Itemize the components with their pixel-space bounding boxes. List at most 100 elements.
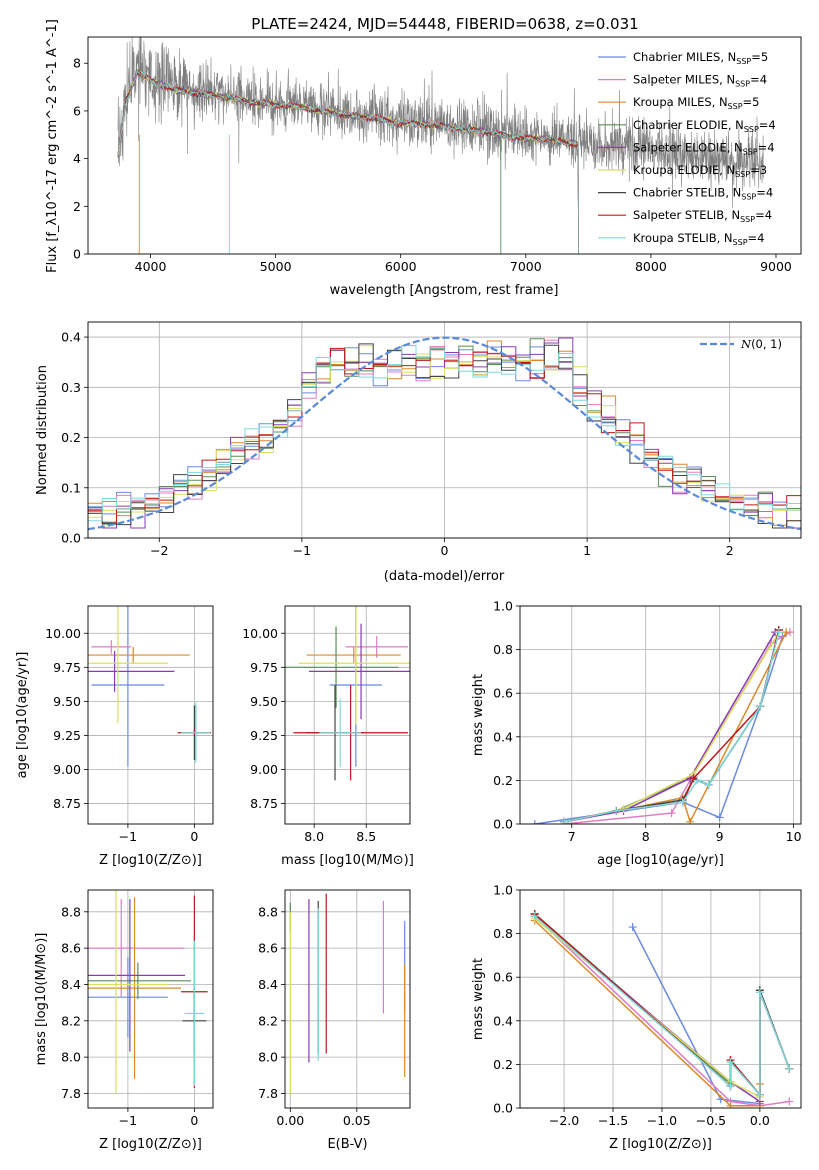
plot-area [530, 625, 794, 824]
y-tick-label: 9.50 [250, 694, 278, 709]
weight-marker-kroupa_stelib [612, 806, 621, 815]
weight-line-salpeter_miles [534, 915, 790, 1107]
y-tick-label: 9.00 [250, 762, 278, 777]
x-tick-label: 6000 [385, 259, 417, 274]
legend-label-count: =4 [758, 140, 775, 154]
model-spectrum-salpeter_stelib [117, 69, 579, 254]
age_vs_mass-x-label: mass [log10(M/M⊙)] [281, 853, 414, 868]
weight-marker-kroupa_stelib [785, 1064, 794, 1073]
y-tick-label: 0.0 [493, 817, 513, 832]
weight-line-kroupa_stelib [534, 915, 790, 1097]
y-tick-label: 8.8 [61, 904, 81, 919]
panel-age_vs_Z: −1 0 8.75 9.00 9.25 9.50 9.75 10.00 [45, 605, 214, 844]
x-tick-label: 7 [568, 829, 576, 844]
y-tick-label: 8 [73, 56, 81, 71]
panel-residuals: −2 −1 0 1 2 0.0 0.1 0.2 0.3 0.4 [61, 321, 802, 558]
y-tick-label: 8.6 [61, 941, 81, 956]
y-tick-label: 0.4 [493, 729, 513, 744]
normal-legend-params: (0, 1) [751, 337, 782, 351]
legend-label-count: =4 [748, 231, 765, 245]
y-tick-label: 0.6 [493, 686, 513, 701]
x-tick-label: 10 [786, 829, 802, 844]
axes-frame [284, 605, 411, 825]
x-tick-label: 9000 [760, 259, 792, 274]
legend-label-count: =4 [755, 208, 772, 222]
legend-label-text: Chabrier ELODIE, N [633, 118, 744, 132]
x-tick-label: −0.5 [696, 1113, 726, 1128]
weight-line-salpeter_elodie [564, 631, 776, 823]
weight-marker-chabrier_miles [628, 923, 637, 932]
y-tick-label: 1.0 [493, 883, 513, 898]
y-tick-label: 9.50 [53, 694, 81, 709]
legend-label-count: =4 [759, 118, 776, 132]
legend-label-text: Salpeter STELIB, N [633, 208, 740, 222]
plot-area [530, 909, 794, 1108]
x-tick-label: 0.05 [343, 1113, 371, 1128]
x-tick-label: −2 [150, 543, 168, 558]
weight-marker-kroupa_miles [726, 1101, 735, 1108]
figure-title: PLATE=2424, MJD=54448, FIBERID=0638, z=0… [251, 15, 638, 33]
y-tick-label: 0.3 [61, 380, 81, 395]
legend-label-chabrier_miles: Chabrier MILES, NSSP=5 [633, 50, 768, 66]
legend-label-count: =3 [750, 163, 767, 177]
age_vs_Z-x-label: Z [log10(Z/Z⊙)] [99, 853, 202, 868]
legend-label-subscript: SSP [743, 147, 758, 156]
weight-marker-kroupa_miles [782, 628, 791, 637]
legend-label-subscript: SSP [735, 170, 750, 179]
y-tick-label: 9.25 [53, 728, 81, 743]
axes-frame [87, 605, 214, 825]
plot-area [88, 606, 212, 767]
residual-histogram-kroupa_elodie [88, 345, 801, 518]
observed-spectrum-line [117, 37, 764, 208]
weight-marker-salpeter_miles [667, 809, 676, 818]
weight_vs_Z-x-label: Z [log10(Z/Z⊙)] [609, 1137, 712, 1152]
x-tick-label: −1 [119, 1113, 137, 1128]
y-tick-label: 1.0 [493, 599, 513, 614]
panel-spectrum: 4000 5000 6000 7000 8000 9000 0 2 4 6 8 [73, 36, 802, 274]
x-tick-label: −1.5 [598, 1113, 628, 1128]
axes: −1 0 8.75 9.00 9.25 9.50 9.75 10.00 [45, 605, 214, 844]
y-tick-label: 2 [73, 199, 81, 214]
legend-label-text: Chabrier MILES, N [633, 50, 736, 64]
panel-age_vs_mass: 8.0 8.5 8.75 9.00 9.25 9.50 9.75 10.00 [242, 605, 411, 844]
legend-label-count: =5 [751, 50, 768, 64]
x-tick-label: 0 [441, 543, 449, 558]
plot-area [285, 606, 410, 781]
grid-lines [285, 890, 410, 1108]
spectrum-y-label: Flux [f_λ10^-17 erg cm^-2 s^-1 A^-1] [45, 19, 60, 273]
legend-label-count: =5 [743, 95, 760, 109]
x-tick-label: 8 [642, 829, 650, 844]
weight-marker-kroupa_stelib [530, 912, 539, 921]
legend-label-subscript: SSP [728, 102, 743, 111]
axes-frame [87, 321, 802, 539]
legend-label-text: Kroupa STELIB, N [633, 231, 733, 245]
legend-label-subscript: SSP [741, 193, 756, 202]
plot-area [289, 893, 406, 1094]
x-tick-label: −1.0 [647, 1113, 677, 1128]
y-tick-label: 0.2 [493, 1057, 513, 1072]
y-tick-label: 9.75 [250, 660, 278, 675]
weight_vs_age-y-label: mass weight [471, 674, 486, 756]
y-tick-label: 4 [73, 151, 81, 166]
mass_vs_Z-x-label: Z [log10(Z/Z⊙)] [99, 1137, 202, 1152]
axes-frame [87, 36, 802, 255]
plot-area [88, 890, 208, 1094]
legend-label-kroupa_miles: Kroupa MILES, NSSP=5 [633, 95, 759, 111]
y-tick-label: 6 [73, 103, 81, 118]
y-tick-label: 9.00 [53, 762, 81, 777]
mass_vs_Z-y-label: mass [log10(M/M⊙)] [34, 933, 49, 1066]
weight-marker-kroupa_stelib [704, 780, 713, 789]
weight_vs_Z-y-label: mass weight [471, 958, 486, 1040]
plot-area [88, 336, 801, 531]
x-tick-label: 0 [190, 829, 198, 844]
residual-histogram-chabrier_stelib [88, 343, 801, 529]
y-tick-label: 0.6 [493, 970, 513, 985]
legend-label-count: =4 [750, 73, 767, 87]
y-tick-label: 0.4 [61, 330, 81, 345]
axes: −2.0 −1.5 −1.0 −0.5 0.0 0.0 0.2 0.4 0.6 0.8 1.0 [493, 883, 802, 1128]
y-tick-label: 0.2 [61, 430, 81, 445]
y-tick-label: 8.6 [258, 941, 278, 956]
grid-lines [285, 606, 410, 824]
y-tick-label: 0.0 [61, 531, 81, 546]
